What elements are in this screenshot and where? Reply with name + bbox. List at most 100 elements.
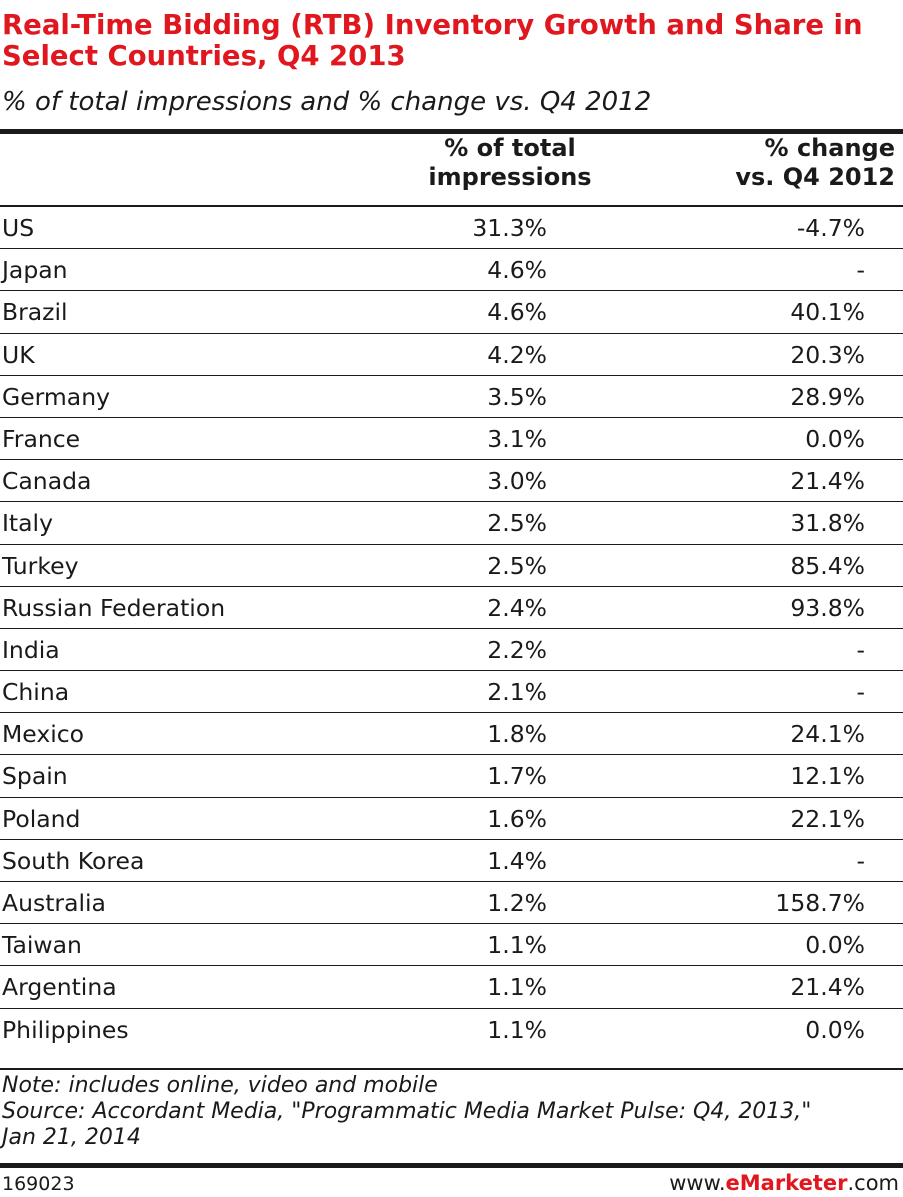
table-row: US 31.3% -4.7% xyxy=(0,207,903,250)
share-cell: 1.7% xyxy=(487,762,547,791)
share-cell: 2.5% xyxy=(487,551,547,580)
table-row: Australia 1.2% 158.7% xyxy=(0,882,903,925)
share-cell: 4.2% xyxy=(487,340,547,369)
table-row: France 3.1% 0.0% xyxy=(0,418,903,461)
table-row: Japan 4.6% - xyxy=(0,249,903,292)
bottom-rule xyxy=(0,1163,903,1168)
country-cell: Poland xyxy=(2,804,81,833)
column-header-change-line2: vs. Q4 2012 xyxy=(735,163,895,191)
change-cell: 0.0% xyxy=(805,1015,865,1044)
country-cell: Turkey xyxy=(2,551,79,580)
source-text-line2: Jan 21, 2014 xyxy=(2,1125,141,1150)
country-cell: Taiwan xyxy=(2,931,82,960)
note-text: Note: includes online, video and mobile xyxy=(2,1073,438,1098)
country-cell: US xyxy=(2,214,35,242)
table-row: China 2.1% - xyxy=(0,671,903,714)
country-cell: India xyxy=(2,635,60,664)
country-cell: Japan xyxy=(2,256,68,285)
change-cell: 21.4% xyxy=(790,973,865,1002)
header-rule xyxy=(0,205,903,207)
chart-title: Real-Time Bidding (RTB) Inventory Growth… xyxy=(2,9,863,72)
change-cell: - xyxy=(856,256,865,285)
change-cell: 31.8% xyxy=(790,509,865,538)
column-header-share: % of total impressions xyxy=(400,134,620,192)
share-cell: 3.0% xyxy=(487,467,547,496)
chart-subtitle: % of total impressions and % change vs. … xyxy=(2,87,652,117)
change-cell: 93.8% xyxy=(790,593,865,622)
country-cell: Brazil xyxy=(2,298,68,327)
change-cell: 12.1% xyxy=(790,762,865,791)
change-cell: 158.7% xyxy=(775,889,865,917)
share-cell: 2.2% xyxy=(487,635,547,664)
country-cell: UK xyxy=(2,340,35,369)
share-cell: 1.4% xyxy=(487,846,547,875)
share-cell: 31.3% xyxy=(472,214,547,242)
brand-prefix: www. xyxy=(669,1171,726,1195)
change-cell: 0.0% xyxy=(805,931,865,960)
change-cell: 28.9% xyxy=(790,382,865,411)
share-cell: 4.6% xyxy=(487,256,547,285)
column-header-change: % change vs. Q4 2012 xyxy=(675,134,895,192)
data-table: US 31.3% -4.7% Japan 4.6% - Brazil 4.6% 40.1% UK 4… xyxy=(0,207,903,1050)
change-cell: - xyxy=(856,635,865,664)
change-cell: 21.4% xyxy=(790,467,865,496)
footer-rule xyxy=(0,1068,903,1070)
change-cell: 40.1% xyxy=(790,298,865,327)
share-cell: 1.2% xyxy=(487,889,547,917)
table-row: Brazil 4.6% 40.1% xyxy=(0,291,903,334)
table-row: South Korea 1.4% - xyxy=(0,840,903,882)
share-cell: 1.6% xyxy=(487,804,547,833)
table-row: Philippines 1.1% 0.0% xyxy=(0,1009,903,1050)
table-row: Mexico 1.8% 24.1% xyxy=(0,713,903,756)
share-cell: 1.1% xyxy=(487,931,547,960)
change-cell: 22.1% xyxy=(790,804,865,833)
source-text-line1: Source: Accordant Media, "Programmatic M… xyxy=(2,1099,812,1124)
top-rule xyxy=(0,129,903,134)
brand-name: eMarketer xyxy=(725,1171,848,1195)
share-cell: 2.1% xyxy=(487,678,547,707)
share-cell: 1.1% xyxy=(487,1015,547,1044)
country-cell: Spain xyxy=(2,762,68,791)
share-cell: 3.1% xyxy=(487,424,547,453)
country-cell: France xyxy=(2,424,81,453)
table-row: Italy 2.5% 31.8% xyxy=(0,502,903,545)
country-cell: Canada xyxy=(2,467,92,496)
change-cell: - xyxy=(856,846,865,875)
column-header-change-line1: % change xyxy=(764,134,895,162)
table-row: India 2.2% - xyxy=(0,629,903,672)
notes-block: Note: includes online, video and mobile … xyxy=(2,1073,897,1151)
table-row: Germany 3.5% 28.9% xyxy=(0,376,903,418)
column-header-share-line2: impressions xyxy=(428,163,592,191)
country-cell: Australia xyxy=(2,889,106,917)
change-cell: 0.0% xyxy=(805,424,865,453)
share-cell: 1.8% xyxy=(487,720,547,749)
country-cell: Italy xyxy=(2,509,53,538)
share-cell: 3.5% xyxy=(487,382,547,411)
share-cell: 2.5% xyxy=(487,509,547,538)
country-cell: China xyxy=(2,678,70,707)
table-row: Argentina 1.1% 21.4% xyxy=(0,966,903,1009)
country-cell: Russian Federation xyxy=(2,593,226,622)
country-cell: Argentina xyxy=(2,973,117,1002)
change-cell: - xyxy=(856,678,865,707)
share-cell: 1.1% xyxy=(487,973,547,1002)
table-row: UK 4.2% 20.3% xyxy=(0,334,903,376)
brand-link[interactable]: www.eMarketer.com xyxy=(669,1171,899,1195)
brand-suffix: .com xyxy=(847,1171,899,1195)
table-row: Taiwan 1.1% 0.0% xyxy=(0,924,903,967)
change-cell: 24.1% xyxy=(790,720,865,749)
country-cell: Philippines xyxy=(2,1015,129,1044)
table-row: Turkey 2.5% 85.4% xyxy=(0,545,903,587)
change-cell: -4.7% xyxy=(796,214,865,242)
table-row: Canada 3.0% 21.4% xyxy=(0,460,903,503)
column-header-share-line1: % of total xyxy=(444,134,576,162)
table-row: Russian Federation 2.4% 93.8% xyxy=(0,587,903,629)
change-cell: 85.4% xyxy=(790,551,865,580)
share-cell: 4.6% xyxy=(487,298,547,327)
share-cell: 2.4% xyxy=(487,593,547,622)
change-cell: 20.3% xyxy=(790,340,865,369)
country-cell: South Korea xyxy=(2,846,145,875)
chart-id: 169023 xyxy=(2,1173,75,1195)
table-row: Spain 1.7% 12.1% xyxy=(0,755,903,798)
table-row: Poland 1.6% 22.1% xyxy=(0,798,903,840)
